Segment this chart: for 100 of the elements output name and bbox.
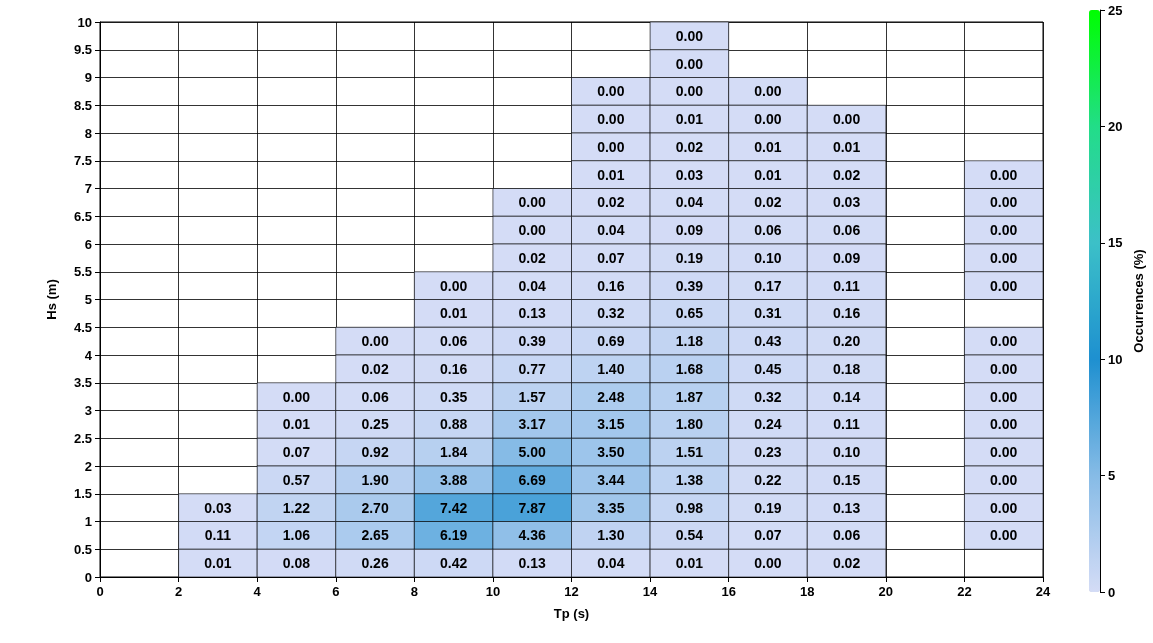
- data-label: 0.26: [361, 555, 389, 572]
- data-label: 0.01: [282, 416, 311, 433]
- x-tick-label: 12: [564, 584, 579, 599]
- data-label: 0.01: [204, 555, 232, 572]
- y-tick-label: 2: [84, 458, 92, 474]
- data-label: 0.24: [754, 416, 782, 433]
- data-label: 0.42: [440, 555, 468, 572]
- data-label: 3.50: [597, 444, 625, 461]
- color-bar-label: 20: [1108, 118, 1123, 134]
- y-tick-label: 8.5: [73, 97, 92, 113]
- data-label: 1.38: [675, 471, 704, 488]
- y-tick-label: 5.5: [73, 264, 92, 280]
- data-label: 0.00: [754, 555, 782, 572]
- y-tick-label: 1.5: [73, 486, 92, 502]
- data-label: 0.07: [282, 444, 311, 461]
- data-label: 0.02: [832, 166, 861, 183]
- data-label: 0.03: [204, 499, 232, 516]
- data-label: 0.32: [597, 305, 625, 322]
- y-tick-label: 7: [84, 181, 92, 196]
- color-bar-label: 10: [1108, 351, 1123, 367]
- data-label: 0.35: [440, 388, 468, 405]
- data-label: 0.00: [990, 222, 1018, 239]
- x-tick-label: 24: [1035, 584, 1051, 599]
- data-label: 0.65: [675, 305, 704, 322]
- data-label: 1.57: [518, 388, 547, 405]
- data-label: 0.10: [832, 444, 861, 461]
- data-label: 0.01: [754, 138, 782, 155]
- y-tick-label: 9.5: [73, 42, 92, 58]
- data-label: 1.18: [675, 333, 704, 350]
- data-label: 0.01: [675, 111, 704, 128]
- data-label: 0.03: [675, 166, 704, 183]
- data-label: 0.00: [754, 111, 782, 128]
- data-label: 0.01: [832, 138, 861, 155]
- data-label: 0.17: [754, 277, 782, 294]
- data-label: 0.43: [754, 333, 782, 350]
- data-label: 0.00: [282, 388, 311, 405]
- data-label: 0.10: [754, 249, 782, 266]
- data-label: 0.01: [754, 166, 782, 183]
- data-label: 0.16: [440, 360, 468, 377]
- data-label: 0.07: [597, 249, 625, 266]
- y-tick-label: 0: [84, 569, 92, 585]
- data-label: 0.00: [990, 499, 1018, 516]
- data-label: 2.48: [597, 388, 625, 405]
- data-label: 0.23: [754, 444, 782, 461]
- data-label: 0.03: [832, 194, 861, 211]
- data-label: 0.01: [675, 555, 704, 572]
- data-label: 0.00: [990, 471, 1018, 488]
- data-label: 4.36: [518, 527, 547, 544]
- y-tick-label: 5: [84, 292, 92, 307]
- data-label: 0.19: [675, 249, 704, 266]
- data-label: 0.54: [675, 527, 704, 544]
- y-tick-label: 10: [77, 14, 92, 30]
- data-label: 0.00: [440, 277, 468, 294]
- data-label: 0.57: [282, 471, 311, 488]
- x-tick-label: 4: [253, 584, 262, 599]
- data-label: 0.69: [597, 333, 625, 350]
- y-tick-label: 1: [84, 514, 92, 529]
- data-label: 0.00: [597, 83, 625, 100]
- data-label: 0.02: [832, 555, 861, 572]
- data-label: 0.00: [675, 55, 704, 72]
- data-label: 0.92: [361, 444, 389, 461]
- data-label: 0.00: [597, 138, 625, 155]
- data-label: 0.98: [675, 499, 704, 516]
- data-label: 0.00: [990, 333, 1018, 350]
- y-tick-label: 4: [84, 347, 93, 363]
- data-label: 0.04: [597, 555, 625, 572]
- data-label: 0.45: [754, 360, 782, 377]
- data-label: 0.00: [597, 111, 625, 128]
- data-label: 6.69: [518, 471, 547, 488]
- data-label: 0.00: [990, 416, 1018, 433]
- data-label: 0.06: [754, 222, 782, 239]
- data-label: 0.88: [440, 416, 468, 433]
- y-tick-label: 6.5: [73, 208, 92, 224]
- color-bar-label: 25: [1108, 2, 1123, 18]
- data-label: 0.22: [754, 471, 782, 488]
- data-label: 1.84: [440, 444, 468, 461]
- data-label: 0.00: [990, 166, 1018, 183]
- data-label: 5.00: [518, 444, 547, 461]
- y-tick-label: 3.5: [73, 375, 92, 391]
- data-label: 0.09: [675, 222, 704, 239]
- data-label: 0.00: [990, 527, 1018, 544]
- data-label: 2.70: [361, 499, 389, 516]
- data-label: 0.00: [675, 83, 704, 100]
- data-label: 0.00: [990, 194, 1018, 211]
- data-label: 0.00: [518, 222, 547, 239]
- data-label: 0.15: [832, 471, 861, 488]
- data-label: 0.02: [675, 138, 704, 155]
- data-label: 1.51: [675, 444, 704, 461]
- data-label: 0.00: [675, 27, 704, 44]
- data-label: 7.87: [518, 499, 547, 516]
- data-label: 0.00: [990, 388, 1018, 405]
- data-label: 7.42: [440, 499, 468, 516]
- data-label: 6.19: [440, 527, 468, 544]
- data-label: 0.04: [675, 194, 704, 211]
- data-label: 0.00: [990, 444, 1018, 461]
- data-label: 0.13: [832, 499, 861, 516]
- y-tick-label: 0.5: [73, 541, 92, 557]
- x-tick-label: 2: [174, 584, 183, 599]
- data-label: 0.77: [518, 360, 547, 377]
- x-tick-label: 8: [410, 584, 418, 599]
